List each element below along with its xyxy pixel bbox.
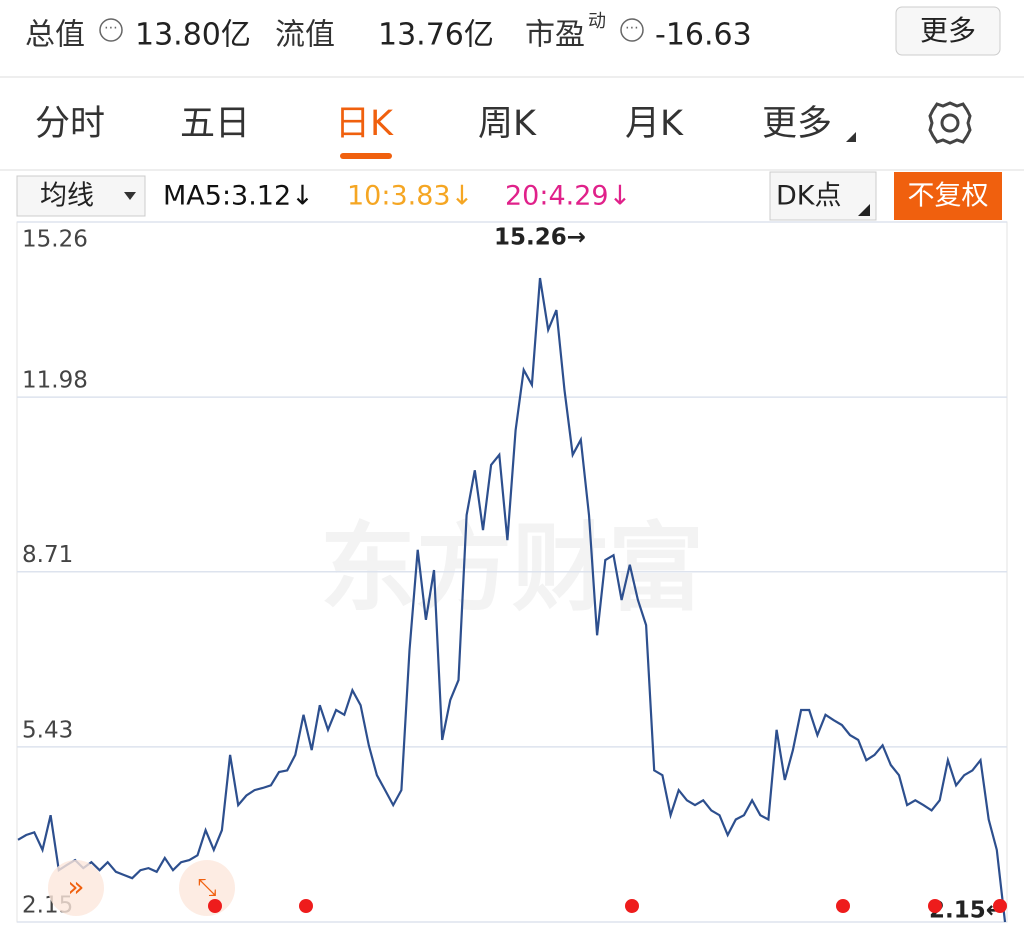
expand-button[interactable]: [48, 860, 104, 916]
adjust-button[interactable]: [894, 172, 1002, 220]
dk-point[interactable]: [993, 899, 1007, 913]
info-icon[interactable]: [620, 18, 644, 42]
dk-point[interactable]: [836, 899, 850, 913]
y-tick-label: 11.98: [22, 368, 88, 394]
dropdown-caret: [124, 192, 136, 200]
dk-point[interactable]: [299, 899, 313, 913]
settings-icon[interactable]: [928, 101, 972, 145]
dk-button[interactable]: [769, 171, 877, 221]
info-icon-dots: ⋯: [625, 20, 639, 36]
indicator-select[interactable]: [16, 175, 146, 217]
watermark: 东方财富: [320, 512, 704, 624]
max-annotation: 15.26→: [494, 225, 586, 251]
min-annotation: 2.15←: [929, 898, 1005, 924]
stat-sup: 动: [588, 11, 606, 32]
tab-underline: [340, 153, 392, 159]
tab[interactable]: 周K: [478, 104, 537, 144]
dk-point[interactable]: [928, 899, 942, 913]
tab[interactable]: 月K: [625, 104, 684, 144]
adjust-label: 不复权: [908, 181, 989, 212]
stat-value: -16.63: [655, 18, 752, 53]
price-line: [17, 277, 1007, 923]
dk-points: [208, 899, 1007, 913]
stat-value: 13.80亿: [135, 18, 251, 53]
ma-labels: MA5:3.12↓ 10:3.83↓ 20:4.29↓: [163, 181, 631, 212]
dk-label: DK点: [776, 181, 842, 212]
ma-label: MA5:3.12↓: [163, 181, 314, 212]
y-tick-label: 5.43: [22, 717, 73, 743]
tab[interactable]: 更多: [762, 104, 832, 144]
info-icon[interactable]: [99, 18, 123, 42]
dk-point[interactable]: [208, 899, 222, 913]
stat-label: 市盈: [525, 18, 585, 53]
tab[interactable]: 五日: [180, 104, 250, 144]
y-tick-label: 15.26: [22, 227, 88, 253]
ma-label: 10:3.83↓: [347, 181, 473, 212]
stat-label: 流值: [275, 18, 335, 53]
indicator-label: 均线: [40, 181, 94, 212]
expand-icon: »: [67, 870, 84, 903]
info-icon-dots: ⋯: [104, 20, 118, 36]
stat-label: 总值: [25, 18, 85, 53]
fullscreen-button[interactable]: [179, 860, 235, 916]
tabs: 分时 五日 日K 周K 月K 更多: [35, 104, 832, 159]
more-button-label: 更多: [920, 14, 976, 47]
dropdown-caret: [858, 204, 870, 216]
more-button[interactable]: [895, 6, 1001, 56]
dropdown-caret: [846, 132, 856, 142]
tab[interactable]: 日K: [335, 104, 394, 144]
fullscreen-icon: ⤡: [197, 873, 216, 901]
ma-label: 20:4.29↓: [505, 181, 631, 212]
tab[interactable]: 分时: [35, 104, 105, 144]
stat-value: 13.76亿: [378, 18, 494, 53]
dk-point[interactable]: [625, 899, 639, 913]
y-tick-label: 8.71: [22, 542, 73, 568]
